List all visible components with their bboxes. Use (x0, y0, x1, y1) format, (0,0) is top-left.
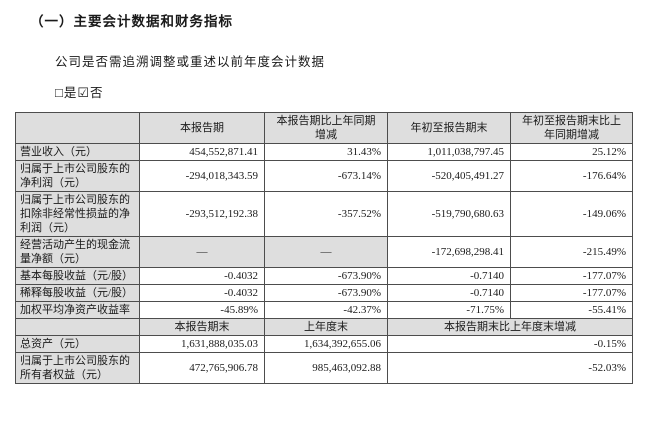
cell-current-period: 454,552,871.41 (139, 143, 265, 161)
cell-ytd-yoy-change: 25.12% (510, 143, 633, 161)
cell-current-period: -0.4032 (139, 284, 265, 302)
row-label: 归属于上市公司股东的所有者权益（元） (15, 352, 140, 384)
row-total-assets: 总资产（元） 1,631,888,035.03 1,634,392,655.06… (15, 335, 633, 353)
cell-period-yoy-change: -357.52% (264, 191, 388, 237)
row-basic-eps: 基本每股收益（元/股） -0.4032 -673.90% -0.7140 -17… (15, 267, 633, 285)
row-operating-cash-flow: 经营活动产生的现金流量净额（元） — — -172,698,298.41 -21… (15, 236, 633, 268)
cell-ytd: -520,405,491.27 (387, 160, 511, 192)
document-page: （一）主要会计数据和财务指标 公司是否需追溯调整或重述以前年度会计数据 □是☑否… (0, 10, 650, 384)
cell-ytd-yoy-change: -177.07% (510, 284, 633, 302)
cell-period-end-change: -0.15% (387, 335, 633, 353)
cell-ytd-yoy-change: -215.49% (510, 236, 633, 268)
cell-period-end-change: -52.03% (387, 352, 633, 384)
row-label: 稀释每股收益（元/股） (15, 284, 140, 302)
header-row-period-end: 本报告期末 上年度末 本报告期末比上年度末增减 (15, 318, 633, 336)
header-current-period: 本报告期 (139, 112, 265, 144)
header-empty-cell (15, 112, 140, 144)
cell-period-yoy-change: 31.43% (264, 143, 388, 161)
restatement-question: 公司是否需追溯调整或重述以前年度会计数据 (55, 55, 326, 69)
header-row-period: 本报告期 本报告期比上年同期增减 年初至报告期末 年初至报告期末比上年同期增减 (15, 112, 633, 144)
page-title: （一）主要会计数据和财务指标 (30, 14, 233, 29)
checkbox-yes-icon: □ (55, 85, 64, 100)
cell-current-period: -0.4032 (139, 267, 265, 285)
header-period-end-change: 本报告期末比上年度末增减 (387, 318, 633, 336)
row-label: 经营活动产生的现金流量净额（元） (15, 236, 140, 268)
checkbox-yes-label: 是 (63, 86, 78, 100)
row-diluted-eps: 稀释每股收益（元/股） -0.4032 -673.90% -0.7140 -17… (15, 284, 633, 302)
cell-ytd-yoy-change: -55.41% (510, 301, 633, 319)
checkbox-no-checked-icon: ☑ (77, 85, 91, 100)
cell-period-yoy-change: -673.90% (264, 267, 388, 285)
row-label: 营业收入（元） (15, 143, 140, 161)
row-net-profit: 归属于上市公司股东的净利润（元） -294,018,343.59 -673.14… (15, 160, 633, 192)
row-label: 归属于上市公司股东的净利润（元） (15, 160, 140, 192)
cell-ytd-yoy-change: -176.64% (510, 160, 633, 192)
cell-ytd: 1,011,038,797.45 (387, 143, 511, 161)
row-shareholders-equity: 归属于上市公司股东的所有者权益（元） 472,765,906.78 985,46… (15, 352, 633, 384)
cell-current-period-end: 472,765,906.78 (139, 352, 265, 384)
financial-indicators-table: 本报告期 本报告期比上年同期增减 年初至报告期末 年初至报告期末比上年同期增减 … (15, 112, 633, 384)
cell-current-period: -294,018,343.59 (139, 160, 265, 192)
cell-current-period-dash: — (139, 236, 265, 268)
row-net-profit-excl-nonrecurring: 归属于上市公司股东的扣除非经常性损益的净利润（元） -293,512,192.3… (15, 191, 633, 237)
row-label: 总资产（元） (15, 335, 140, 353)
header-current-period-end: 本报告期末 (139, 318, 265, 336)
cell-ytd: -172,698,298.41 (387, 236, 511, 268)
cell-current-period-end: 1,631,888,035.03 (139, 335, 265, 353)
header-ytd: 年初至报告期末 (387, 112, 511, 144)
cell-period-yoy-change: -673.90% (264, 284, 388, 302)
cell-period-yoy-change: -673.14% (264, 160, 388, 192)
cell-period-yoy-change: -42.37% (264, 301, 388, 319)
row-label: 归属于上市公司股东的扣除非经常性损益的净利润（元） (15, 191, 140, 237)
cell-ytd-yoy-change: -149.06% (510, 191, 633, 237)
cell-ytd: -0.7140 (387, 267, 511, 285)
row-weighted-avg-roe: 加权平均净资产收益率 -45.89% -42.37% -71.75% -55.4… (15, 301, 633, 319)
row-label: 加权平均净资产收益率 (15, 301, 140, 319)
cell-ytd: -519,790,680.63 (387, 191, 511, 237)
cell-prior-year-end: 985,463,092.88 (264, 352, 388, 384)
cell-ytd-yoy-change: -177.07% (510, 267, 633, 285)
header-empty-cell (15, 318, 140, 336)
row-operating-revenue: 营业收入（元） 454,552,871.41 31.43% 1,011,038,… (15, 143, 633, 161)
cell-period-yoy-change-dash: — (264, 236, 388, 268)
header-prior-year-end: 上年度末 (264, 318, 388, 336)
header-ytd-yoy-change: 年初至报告期末比上年同期增减 (510, 112, 633, 144)
header-period-yoy-change: 本报告期比上年同期增减 (264, 112, 388, 144)
cell-current-period: -45.89% (139, 301, 265, 319)
checkbox-no-label: 否 (90, 86, 104, 100)
cell-ytd: -0.7140 (387, 284, 511, 302)
cell-prior-year-end: 1,634,392,655.06 (264, 335, 388, 353)
cell-current-period: -293,512,192.38 (139, 191, 265, 237)
restatement-checkbox-line: □是☑否 (55, 82, 650, 101)
cell-ytd: -71.75% (387, 301, 511, 319)
row-label: 基本每股收益（元/股） (15, 267, 140, 285)
